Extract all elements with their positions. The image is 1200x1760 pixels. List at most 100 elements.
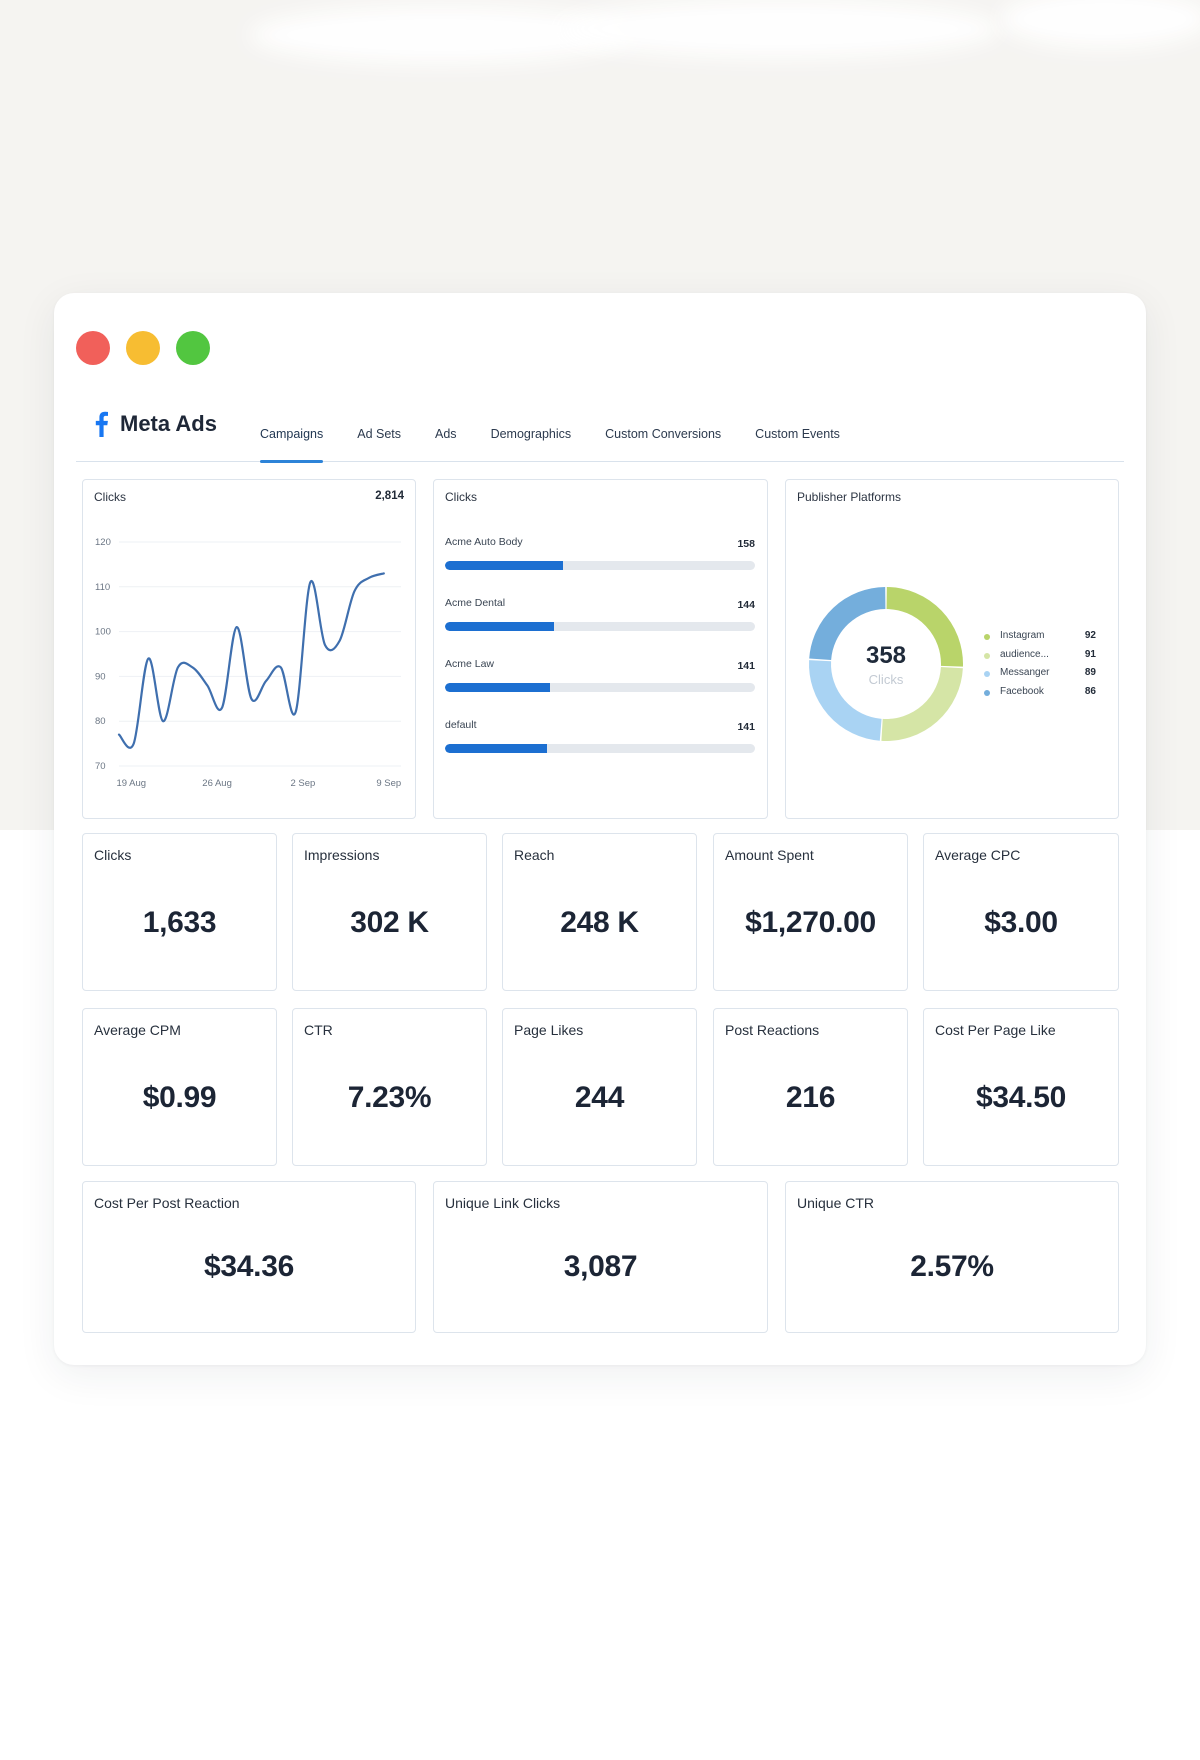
legend-dot	[984, 689, 990, 696]
donut-legend: Instagram 92 audience... 91 Messanger 89…	[984, 630, 1096, 704]
donut-slice	[809, 587, 886, 661]
bar-list-title: Clicks	[445, 490, 477, 504]
donut-title: Publisher Platforms	[797, 490, 902, 504]
metric-value: 3,087	[563, 1250, 638, 1283]
bar-fill	[445, 683, 551, 692]
bar-row: Acme Dental 144	[445, 597, 755, 658]
bar-label: Acme Auto Body	[445, 536, 523, 548]
metric-card: Page Likes 244	[502, 1008, 697, 1166]
legend-label: Messanger	[1000, 667, 1050, 678]
donut-slice	[881, 666, 963, 741]
metric-card: Impressions 302 K	[292, 833, 487, 991]
y-tick-label: 90	[95, 671, 106, 682]
clicks-series-line	[117, 572, 385, 749]
metric-label: Reach	[514, 847, 555, 863]
metric-label: Average CPC	[935, 847, 1021, 863]
metric-label: Impressions	[304, 847, 380, 863]
metric-card: Average CPM $0.99	[82, 1008, 277, 1166]
bar-value: 141	[737, 660, 755, 672]
metric-value: 216	[785, 1081, 836, 1114]
bar-fill	[445, 622, 554, 631]
bar-track	[445, 622, 755, 631]
brand: Meta Ads	[92, 411, 217, 437]
clicks-line-chart-card: Clicks 2,814 70 80 90 100 110 120 19 Aug 26 Aug…	[82, 479, 416, 819]
metric-card: CTR 7.23%	[292, 1008, 487, 1166]
legend-label: Facebook	[1000, 685, 1044, 697]
line-chart-total: 2,814	[375, 490, 404, 502]
legend-dot	[984, 652, 990, 659]
metric-card-wide: Unique Link Clicks 3,087	[433, 1181, 768, 1333]
app-window: Meta Ads Campaigns Ad Sets Ads Demograph…	[54, 293, 1146, 1365]
legend-label: audience...	[1000, 648, 1049, 660]
minimize-window-button[interactable]	[126, 331, 160, 365]
y-tick-label: 120	[95, 537, 111, 548]
publisher-platforms-card: Publisher Platforms 358 Clicks Instagram…	[785, 479, 1119, 819]
donut-total-value: 358	[865, 642, 907, 669]
legend-item: audience... 91	[984, 649, 1096, 668]
legend-value: 89	[1084, 667, 1096, 678]
facebook-icon	[95, 411, 108, 437]
x-tick-label: 9 Sep	[376, 778, 401, 789]
bar-value: 144	[737, 599, 755, 611]
bar-track	[445, 744, 755, 753]
x-tick-label: 19 Aug	[116, 778, 146, 789]
bar-value: 158	[737, 538, 755, 550]
metric-label: Clicks	[94, 847, 132, 863]
metric-value: $0.99	[142, 1081, 217, 1114]
bar-label: Acme Dental	[445, 597, 506, 609]
clicks-bar-list-card: Clicks Acme Auto Body 158 Acme Dental 14…	[433, 479, 768, 819]
bar-list: Acme Auto Body 158 Acme Dental 144 Acme …	[445, 536, 755, 780]
metric-value: 302 K	[350, 906, 429, 939]
metric-card: Post Reactions 216	[713, 1008, 908, 1166]
y-tick-label: 80	[95, 716, 106, 727]
metric-label: Cost Per Page Like	[935, 1022, 1056, 1038]
bar-label: default	[445, 719, 477, 731]
tab-ads[interactable]: Ads	[435, 427, 457, 441]
donut-center: 358 Clicks	[808, 586, 964, 742]
metric-card: Amount Spent $1,270.00	[713, 833, 908, 991]
legend-value: 86	[1084, 685, 1096, 697]
legend-item: Instagram 92	[984, 630, 1096, 649]
metric-value: 248 K	[560, 906, 639, 939]
tab-ad-sets[interactable]: Ad Sets	[357, 427, 402, 441]
line-chart-title: Clicks	[94, 490, 126, 504]
metric-label: Page Likes	[514, 1022, 584, 1038]
bar-row: default 141	[445, 719, 755, 780]
metric-value: 1,633	[142, 906, 217, 939]
tab-custom-events[interactable]: Custom Events	[755, 427, 840, 441]
bar-label: Acme Law	[445, 658, 495, 670]
metric-card: Average CPC $3.00	[923, 833, 1119, 991]
metric-label: Average CPM	[94, 1022, 181, 1038]
legend-dot	[984, 671, 990, 677]
window-controls	[76, 331, 210, 365]
tab-campaigns[interactable]: Campaigns	[260, 405, 324, 463]
y-tick-label: 70	[95, 761, 106, 772]
legend-dot	[984, 634, 990, 640]
bar-value: 141	[737, 721, 755, 733]
y-tick-label: 110	[95, 582, 110, 593]
bar-row: Acme Law 141	[445, 658, 755, 719]
metric-card: Clicks 1,633	[82, 833, 277, 991]
metric-card-wide: Unique CTR 2.57%	[785, 1181, 1119, 1333]
tab-demographics[interactable]: Demographics	[490, 427, 572, 441]
clicks-line-chart: 70 80 90 100 110 120 19 Aug 26 Aug 2 Sep 9 Sep	[95, 537, 401, 789]
metric-label: Cost Per Post Reaction	[94, 1195, 240, 1211]
tab-bar: Campaigns Ad Sets Ads Demographics Custo…	[260, 405, 874, 463]
metric-label: Unique Link Clicks	[445, 1195, 561, 1211]
bar-fill	[445, 744, 548, 753]
dashboard-header: Meta Ads Campaigns Ad Sets Ads Demograph…	[76, 405, 1124, 463]
legend-value: 92	[1084, 630, 1096, 641]
donut-total-label: Clicks	[868, 672, 904, 687]
metric-value: 2.57%	[910, 1250, 994, 1283]
publisher-platforms-donut	[809, 587, 963, 741]
donut-slice	[886, 587, 963, 667]
bar-fill	[445, 561, 563, 570]
bar-row: Acme Auto Body 158	[445, 536, 755, 597]
close-window-button[interactable]	[76, 331, 110, 365]
legend-item: Facebook 86	[984, 686, 1096, 705]
tab-custom-conversions[interactable]: Custom Conversions	[605, 427, 722, 441]
maximize-window-button[interactable]	[176, 331, 210, 365]
legend-value: 91	[1084, 648, 1096, 660]
metric-value: $34.50	[976, 1081, 1066, 1114]
metric-label: Unique CTR	[797, 1195, 875, 1211]
